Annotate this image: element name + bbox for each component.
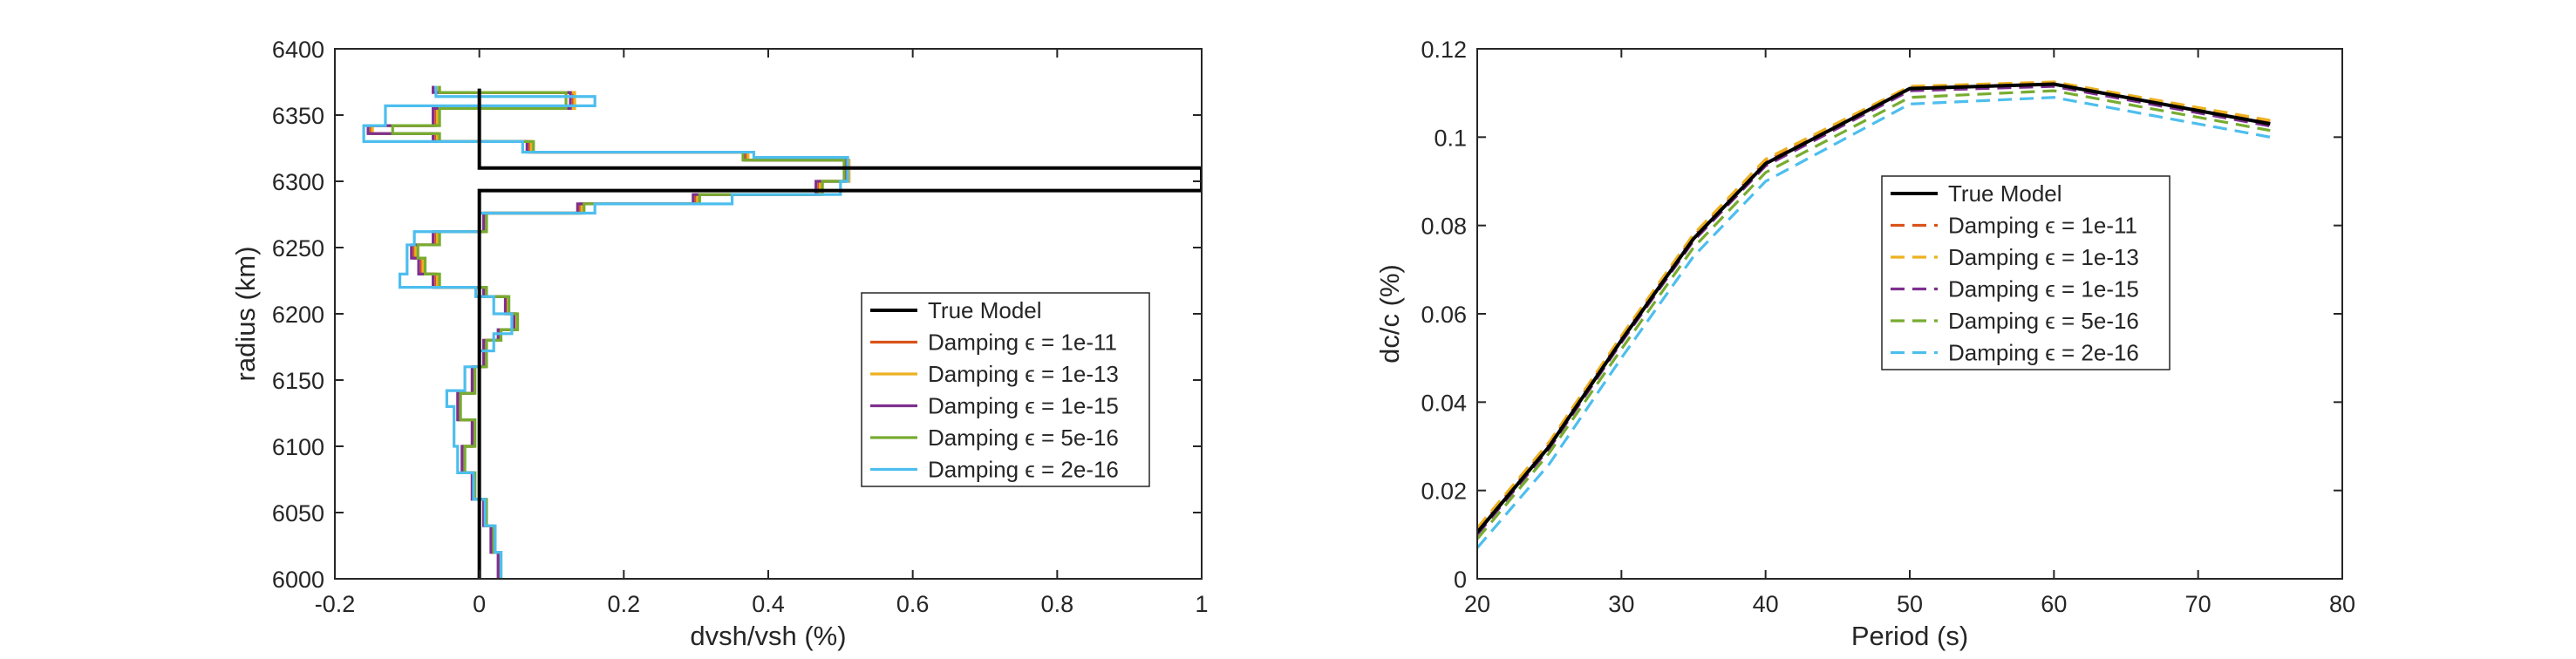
radius-profile-xtick-label: 0.2 <box>608 591 641 617</box>
radius-profile-legend-label: Damping ϵ = 5e-16 <box>928 425 1119 451</box>
dispersion-legend-label: Damping ϵ = 1e-15 <box>1948 276 2139 302</box>
radius-profile-ylabel: radius (km) <box>230 246 261 381</box>
dispersion-series-line-6 <box>1477 96 2271 549</box>
radius-profile-series-line-6 <box>362 85 849 579</box>
radius-profile-ytick-label: 6400 <box>272 37 324 63</box>
dispersion-legend-label: True Model <box>1948 180 2062 207</box>
dispersion-ytick-label: 0.08 <box>1421 214 1467 240</box>
dispersion-legend-label: Damping ϵ = 1e-13 <box>1948 244 2139 270</box>
radius-profile-xtick-label: 1 <box>1195 591 1208 617</box>
dispersion-series-group <box>1477 80 2271 549</box>
radius-profile-ytick-label: 6250 <box>272 235 324 262</box>
dispersion-ytick-label: 0.1 <box>1434 125 1467 151</box>
dispersion-legend-label: Damping ϵ = 2e-16 <box>1948 340 2139 366</box>
dispersion-ticks: 20 30 40 50 60 70 80 0 0.02 0.04 0.06 0.08 0.1 0.12 <box>1421 37 2355 617</box>
radius-profile-xtick-label: 0 <box>473 591 486 617</box>
radius-profile-ytick-label: 6100 <box>272 434 324 460</box>
radius-profile-xtick-label: -0.2 <box>315 591 356 617</box>
radius-profile-xtick-label: 0.6 <box>896 591 930 617</box>
radius-profile-ytick-label: 6150 <box>272 368 324 394</box>
dispersion-xlabel: Period (s) <box>1851 621 1968 651</box>
dispersion-xtick-label: 20 <box>1464 591 1490 617</box>
radius-profile-chart: -0.2 0 0.2 0.4 0.6 0.8 1 6000 6050 6100 6150 6200 62… <box>230 37 1209 651</box>
radius-profile-ytick-label: 6350 <box>272 103 324 129</box>
dispersion-ytick-label: 0.02 <box>1421 479 1467 505</box>
dispersion-legend-label: Damping ϵ = 1e-11 <box>1948 213 2137 239</box>
radius-profile-ytick-label: 6200 <box>272 302 324 328</box>
radius-profile-legend-label: True Model <box>928 297 1042 323</box>
radius-profile-legend-label: Damping ϵ = 1e-11 <box>928 330 1117 356</box>
radius-profile-ytick-label: 6050 <box>272 500 324 527</box>
dispersion-legend: True Model Damping ϵ = 1e-11 Damping ϵ = 1… <box>1881 175 2171 370</box>
radius-profile-ytick-label: 6300 <box>272 169 324 195</box>
dispersion-xtick-label: 40 <box>1753 591 1779 617</box>
radius-profile-ytick-label: 6000 <box>272 567 324 593</box>
dispersion-series-line-5 <box>1477 89 2271 540</box>
radius-profile-series-line-1 <box>477 88 1202 579</box>
dispersion-xtick-label: 30 <box>1608 591 1634 617</box>
dispersion-ytick-label: 0.04 <box>1421 390 1467 416</box>
dispersion-xtick-label: 60 <box>2041 591 2067 617</box>
dispersion-legend-box <box>1881 175 2171 370</box>
dispersion-ytick-label: 0.06 <box>1421 302 1467 328</box>
radius-profile-xtick-label: 0.4 <box>752 591 785 617</box>
radius-profile-ticks: -0.2 0 0.2 0.4 0.6 0.8 1 6000 6050 6100 6150 6200 62… <box>272 37 1209 617</box>
dispersion-xtick-label: 80 <box>2329 591 2355 617</box>
dispersion-series-line-3 <box>1477 80 2271 529</box>
radius-profile-legend-label: Damping ϵ = 1e-15 <box>928 393 1119 419</box>
radius-profile-legend: True Model Damping ϵ = 1e-11 Damping ϵ = 1… <box>861 292 1150 487</box>
dispersion-xtick-label: 70 <box>2185 591 2211 617</box>
dispersion-ytick-label: 0.12 <box>1421 37 1467 63</box>
radius-profile-xlabel: dvsh/vsh (%) <box>690 621 846 651</box>
dispersion-ytick-label: 0 <box>1454 567 1467 593</box>
radius-profile-series-group <box>362 85 1202 579</box>
dispersion-ylabel: dc/c (%) <box>1374 264 1405 363</box>
radius-profile-legend-label: Damping ϵ = 2e-16 <box>928 457 1119 483</box>
dispersion-xtick-label: 50 <box>1897 591 1923 617</box>
radius-profile-legend-label: Damping ϵ = 1e-13 <box>928 361 1119 387</box>
dispersion-series-line-1 <box>1477 82 2271 534</box>
radius-profile-xtick-label: 0.8 <box>1041 591 1074 617</box>
dispersion-chart: 20 30 40 50 60 70 80 0 0.02 0.04 0.06 0.08 0.1 0.12 P… <box>1374 37 2355 651</box>
radius-profile-legend-box <box>861 292 1150 487</box>
dispersion-legend-label: Damping ϵ = 5e-16 <box>1948 308 2139 334</box>
